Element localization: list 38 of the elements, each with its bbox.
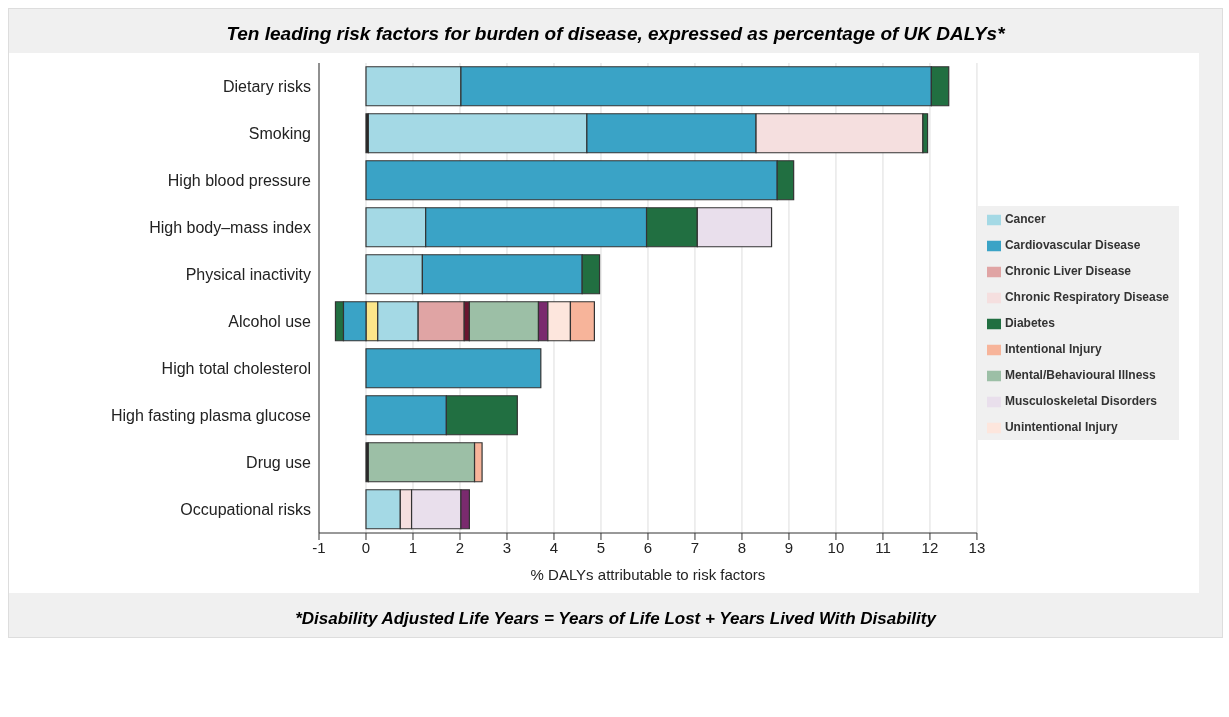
x-tick-label: 2 — [455, 538, 465, 556]
y-tick-label: High total cholesterol — [161, 360, 311, 378]
x-tick-label: 3 — [502, 538, 512, 556]
legend-label: Cancer — [1004, 212, 1046, 226]
y-tick-label: High blood pressure — [167, 172, 312, 190]
x-tick-label: 11 — [875, 538, 891, 556]
bar — [365, 348, 542, 389]
x-tick-label: 4 — [549, 538, 559, 556]
legend-label: Chronic Liver Disease — [1004, 264, 1131, 278]
y-tick-label: High fasting plasma glucose — [110, 407, 312, 425]
legend-label: Musculoskeletal Disorders — [1004, 394, 1157, 408]
y-tick-label: Physical inactivity — [185, 266, 311, 284]
x-tick-label: 9 — [784, 538, 794, 556]
y-tick-label: Smoking — [248, 125, 311, 143]
legend-label: Chronic Respiratory Disease — [1004, 290, 1169, 304]
legend-label: Intentional Injury — [1004, 342, 1102, 356]
chart-title: Ten leading risk factors for burden of disease, expressed as percentage of UK DALYs* — [225, 22, 1006, 46]
legend-label: Mental/Behavioural Illness — [1004, 368, 1156, 382]
legend-label: Diabetes — [1004, 316, 1055, 330]
x-tick-label: 13 — [968, 538, 986, 556]
text: *Disability Adjusted Life Years = Years of Life Lost + Years Lived With Disability — [294, 608, 938, 629]
legend-label: Cardiovascular Disease — [1004, 238, 1141, 252]
x-tick-label: 6 — [643, 538, 653, 556]
x-tick-label: -1 — [312, 538, 326, 556]
x-axis-title: % DALYs attributable to risk factors — [530, 565, 766, 583]
y-tick-label: Drug use — [246, 454, 312, 472]
x-tick-label: 1 — [408, 538, 418, 556]
x-tick-label: 8 — [737, 538, 747, 556]
x-tick-label: 0 — [361, 538, 371, 556]
x-tick-label: 7 — [690, 538, 700, 556]
legend-label: Unintentional Injury — [1004, 420, 1118, 434]
x-tick-label: 12 — [921, 538, 939, 556]
y-tick-label: Alcohol use — [228, 313, 312, 331]
y-tick-label: High body–mass index — [149, 219, 311, 237]
x-tick-label: 10 — [827, 538, 845, 556]
y-tick-label: Dietary risks — [222, 78, 311, 96]
x-tick-label: 5 — [596, 538, 606, 556]
y-tick-label: Occupational risks — [180, 501, 311, 519]
